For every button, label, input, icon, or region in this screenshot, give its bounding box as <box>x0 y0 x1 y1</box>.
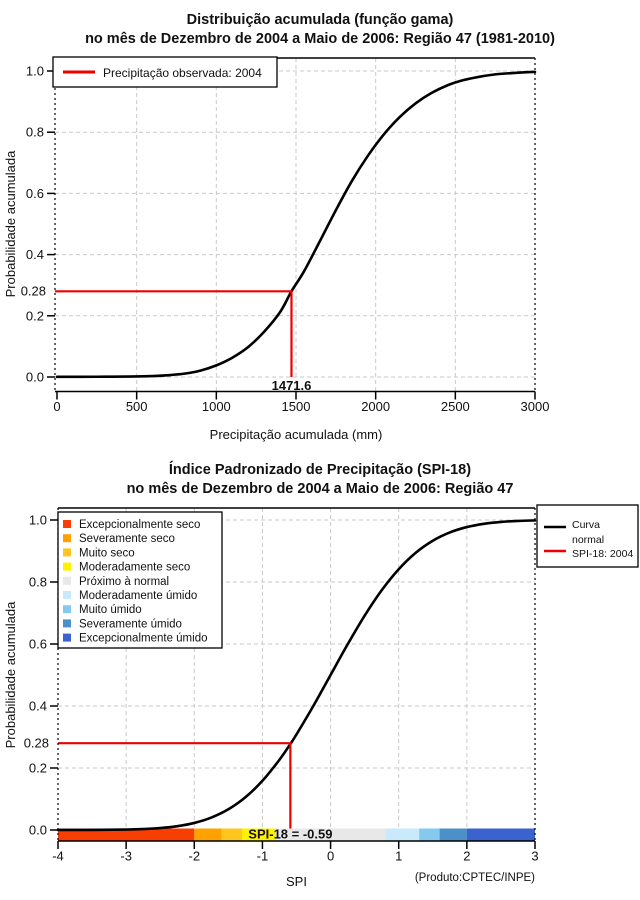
credit-label: (Produto:CPTEC/INPE) <box>415 872 535 884</box>
observed-precip-legend-label: Precipitação observada: 2004 <box>103 66 262 80</box>
spi-2004-legend-label: SPI-18: 2004 <box>572 548 633 560</box>
spi-chart-overlay: 0.0 0.2 0.4 0.6 0.8 1.0 -4 -3 -2 -1 0 1 2 3 Excepciona… <box>29 504 639 864</box>
spi-colorbar-segment <box>385 828 420 841</box>
y-tick-label: 0.2 <box>26 308 44 323</box>
x-tick-label: 1500 <box>282 399 311 414</box>
spi-chart-subtitle: no mês de Dezembro de 2004 a Maio de 200… <box>127 481 514 497</box>
spi-annotation: SPI-18 = -0.59 <box>248 827 332 842</box>
probability-highlight-label-bottom: 0.28 <box>24 736 49 751</box>
y-axis-label-top: Probabilidade acumulada <box>3 150 18 297</box>
y-tick-label: 0.4 <box>29 699 47 714</box>
x-tick-label: -3 <box>120 849 132 864</box>
category-label: Severamente úmido <box>79 618 182 630</box>
spi-chart-layer <box>56 508 537 841</box>
red-marker-line <box>55 290 293 377</box>
red-marker-line <box>58 742 292 829</box>
x-tick-label: 3 <box>531 849 538 864</box>
x-tick-label: -2 <box>189 849 201 864</box>
gamma-curve <box>55 70 537 379</box>
spi-colorbar-segment <box>58 828 195 841</box>
category-swatch <box>63 591 71 599</box>
x-tick-label: -4 <box>52 849 64 864</box>
x-axis-label-top: Precipitação acumulada (mm) <box>210 427 383 442</box>
x-tick-label: 1000 <box>202 399 231 414</box>
y-axis-label-bottom: Probabilidade acumulada <box>3 601 18 748</box>
curve-normal-label-line1: Curva <box>572 519 600 531</box>
precip-value-label: 1471.6 <box>272 378 312 393</box>
category-swatch <box>63 520 71 528</box>
category-label: Moderadamente úmido <box>79 590 197 602</box>
category-label: Próximo à normal <box>79 576 169 588</box>
curve-legend-box <box>536 504 639 568</box>
spi-chart-title: Índice Padronizado de Precipitação (SPI-… <box>169 461 471 478</box>
x-tick-label: 0 <box>327 849 334 864</box>
category-swatch <box>63 534 71 543</box>
spi-colorbar-segment <box>466 828 535 841</box>
y-tick-label: 0.0 <box>26 370 44 385</box>
y-tick-label: 0.6 <box>26 186 44 201</box>
x-tick-label: 2000 <box>361 399 390 414</box>
gamma-chart-subtitle: no mês de Dezembro de 2004 a Maio de 200… <box>85 31 555 47</box>
y-tick-label: 0.8 <box>29 575 47 590</box>
x-tick-label: -1 <box>257 849 269 864</box>
y-tick-label: 0.8 <box>26 125 44 140</box>
y-tick-label: 0.0 <box>29 823 47 838</box>
category-label: Severamente seco <box>79 533 175 545</box>
category-swatch <box>63 605 71 614</box>
category-swatch <box>63 633 71 642</box>
gamma-chart-title: Distribuição acumulada (função gama) <box>187 12 454 28</box>
x-tick-label: 1 <box>395 849 402 864</box>
y-tick-label: 1.0 <box>29 513 47 528</box>
category-swatch <box>63 619 71 628</box>
spi-colorbar-segment <box>221 828 242 841</box>
x-tick-label: 2500 <box>441 399 470 414</box>
category-swatch <box>63 562 71 571</box>
spi-colorbar-segment <box>439 828 467 841</box>
probability-highlight-label-top: 0.28 <box>21 284 46 299</box>
x-axis-label-bottom: SPI <box>286 874 307 889</box>
y-tick-label: 1.0 <box>26 64 44 79</box>
gamma-chart-layer <box>55 58 537 392</box>
category-swatch <box>63 548 71 557</box>
y-tick-label: 0.4 <box>26 247 44 262</box>
x-tick-label: 500 <box>126 399 148 414</box>
spi-category-legend-box <box>57 511 223 649</box>
curve-normal-label-line2: normal <box>572 534 604 546</box>
spi-colorbar-segment <box>194 828 222 841</box>
category-label: Muito úmido <box>79 604 142 616</box>
category-swatch <box>63 576 71 585</box>
y-tick-label: 0.6 <box>29 637 47 652</box>
normal-curve <box>56 519 537 832</box>
y-tick-label: 0.2 <box>29 761 47 776</box>
category-label: Moderadamente seco <box>79 562 190 574</box>
x-tick-label: 3000 <box>521 399 550 414</box>
category-label: Excepcionalmente úmido <box>79 633 208 645</box>
spi-colorbar-segment <box>241 828 277 841</box>
category-label: Excepcionalmente seco <box>79 519 200 531</box>
x-tick-label: 2 <box>463 849 470 864</box>
category-label: Muito seco <box>79 547 135 559</box>
gamma-chart-overlay: 0.0 0.2 0.4 0.6 0.8 1.0 0 500 1000 1500 2000 2500 30… <box>26 56 550 414</box>
spi-colorbar-segment <box>419 828 440 841</box>
spi-colorbar-segment <box>276 828 386 841</box>
x-tick-label: 0 <box>53 399 60 414</box>
